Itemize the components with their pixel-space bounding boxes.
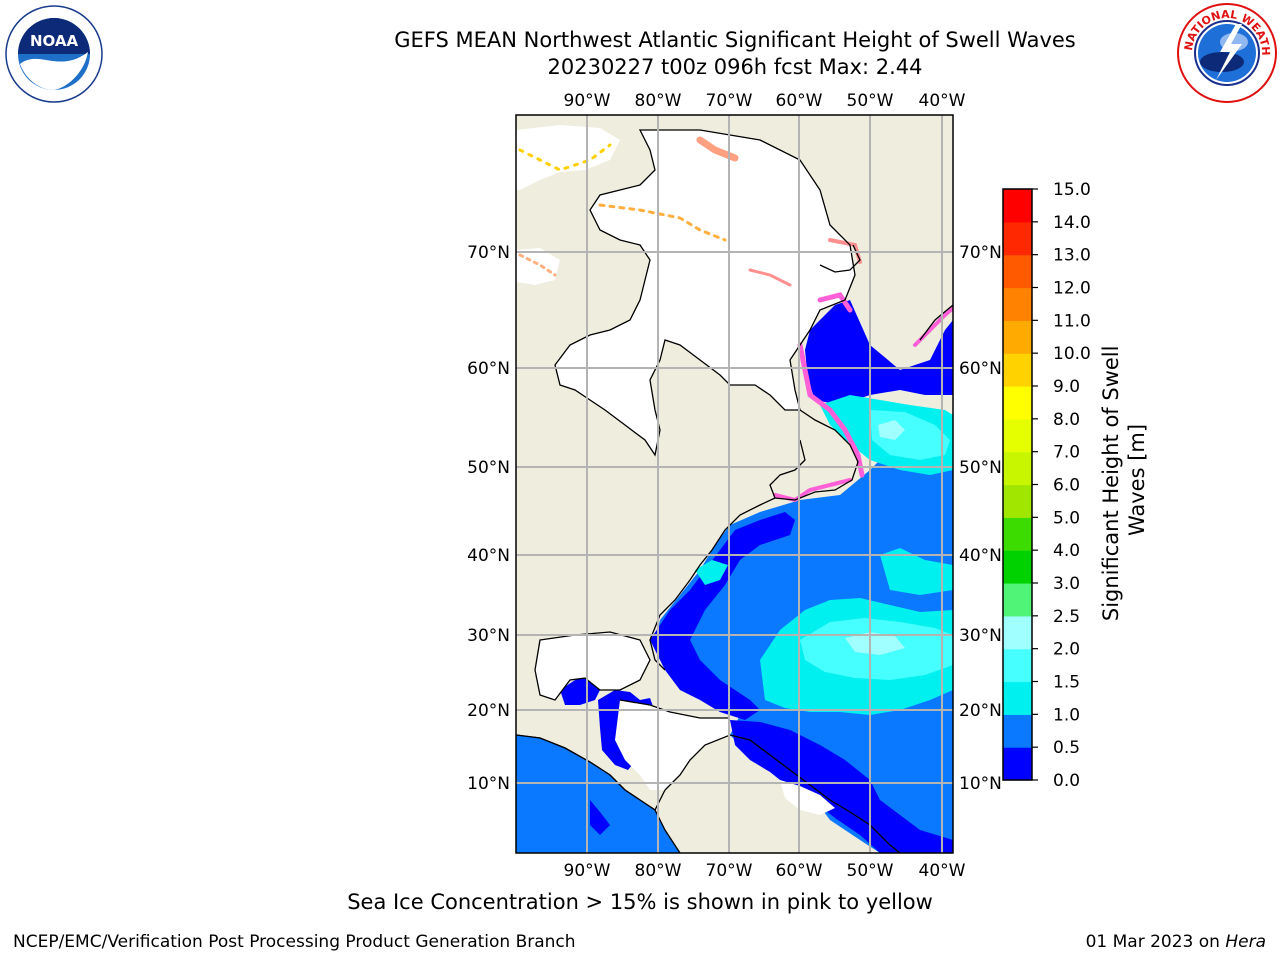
machine-name: Hera: [1225, 932, 1266, 952]
chart-subtitle: 20230227 t00z 096h fcst Max: 2.44: [547, 55, 923, 79]
colorbar-swatch: [1003, 287, 1032, 321]
colorbar-tick-label: 7.0: [1053, 443, 1080, 463]
lat-labels-left: 70°N 60°N 50°N 40°N 30°N 20°N 10°N: [467, 243, 510, 794]
lon-labels-bottom: 90°W 80°W 70°W 60°W 50°W 40°W: [564, 861, 966, 881]
lat-label: 30°N: [467, 626, 510, 646]
colorbar-swatch: [1003, 648, 1032, 683]
lat-label: 70°N: [959, 243, 1002, 263]
lat-label: 40°N: [959, 546, 1002, 566]
lat-label: 10°N: [467, 774, 510, 794]
colorbar: 0.0 0.5 1.0 1.5 2.0 2.5 3.0 4.0 5.0 6.0 7.0 8.0 9.0 1…: [1002, 180, 1091, 791]
lon-label: 80°W: [635, 861, 682, 881]
colorbar-tick-label: 1.0: [1053, 705, 1080, 725]
lat-label: 50°N: [959, 458, 1002, 478]
lon-label: 40°W: [919, 861, 966, 881]
colorbar-swatch: [1003, 714, 1032, 748]
colorbar-tick-label: 0.5: [1053, 738, 1080, 758]
lon-label: 70°W: [706, 861, 753, 881]
svg-text:NOAA: NOAA: [30, 32, 79, 50]
lat-label: 30°N: [959, 626, 1002, 646]
colorbar-swatch: [1003, 747, 1032, 781]
map-frame: [515, 114, 954, 854]
lat-label: 70°N: [467, 243, 510, 263]
lat-label: 20°N: [959, 701, 1002, 721]
lat-labels-right: 70°N 60°N 50°N 40°N 30°N 20°N 10°N: [959, 243, 1002, 794]
lon-label: 50°W: [847, 91, 894, 111]
colorbar-swatch: [1003, 517, 1032, 551]
lat-label: 10°N: [959, 774, 1002, 794]
graticule: [516, 115, 953, 853]
colorbar-swatch: [1003, 189, 1032, 223]
colorbar-tick-label: 2.5: [1053, 607, 1080, 627]
colorbar-tick-label: 1.5: [1053, 673, 1080, 693]
colorbar-tick-label: 11.0: [1053, 311, 1091, 331]
colorbar-tick-label: 0.0: [1053, 771, 1080, 791]
colorbar-swatch: [1003, 583, 1032, 617]
colorbar-swatch: [1003, 386, 1032, 420]
colorbar-swatch: [1003, 221, 1032, 256]
colorbar-tick-label: 6.0: [1053, 476, 1080, 496]
lat-label: 60°N: [959, 359, 1002, 379]
lat-label: 60°N: [467, 359, 510, 379]
run-date-text: 01 Mar 2023 on: [1085, 932, 1226, 952]
lat-label: 20°N: [467, 701, 510, 721]
svg-text:Significant Height of Swell: Significant Height of Swell Waves [m]: [1099, 339, 1149, 621]
colorbar-tick-label: 9.0: [1053, 377, 1080, 397]
colorbar-tick-label: 3.0: [1053, 574, 1080, 594]
lon-label: 80°W: [635, 91, 682, 111]
run-date: 01 Mar 2023 on Hera: [1086, 932, 1266, 952]
colorbar-swatch: [1003, 320, 1032, 354]
colorbar-swatch: [1003, 353, 1032, 387]
colorbar-tick-label: 5.0: [1053, 508, 1080, 528]
lon-label: 60°W: [776, 91, 823, 111]
colorbar-tick-label: 10.0: [1053, 344, 1091, 364]
lon-label: 60°W: [776, 861, 823, 881]
pacific-ocean: [516, 735, 680, 853]
colorbar-label: Significant Height of Swell Waves [m]: [1099, 339, 1149, 622]
lon-label: 90°W: [564, 861, 611, 881]
colorbar-swatch: [1003, 254, 1032, 289]
producer-credit: NCEP/EMC/Verification Post Processing Pr…: [13, 932, 576, 952]
colorbar-swatch: [1003, 550, 1032, 584]
colorbar-tick-label: 15.0: [1053, 180, 1091, 200]
colorbar-tick-label: 12.0: [1053, 279, 1091, 299]
chart-title: GEFS MEAN Northwest Atlantic Significant…: [394, 28, 1076, 52]
noaa-logo: NOAA: [5, 5, 103, 103]
colorbar-swatch: [1003, 615, 1032, 650]
lat-label: 50°N: [467, 458, 510, 478]
colorbar-swatch: [1003, 681, 1032, 715]
lon-label: 50°W: [847, 861, 894, 881]
sea-ice-and-inland-water: [516, 125, 855, 815]
map-area: [516, 115, 953, 853]
lon-labels-top: 90°W 80°W 70°W 60°W 50°W 40°W: [564, 91, 966, 111]
colorbar-swatch: [1003, 484, 1032, 518]
colorbar-tick-label: 4.0: [1053, 541, 1080, 561]
lon-label: 40°W: [919, 91, 966, 111]
colorbar-tick-label: 13.0: [1053, 246, 1091, 266]
colorbar-tick-label: 14.0: [1053, 213, 1091, 233]
lat-label: 40°N: [467, 546, 510, 566]
colorbar-swatch: [1003, 418, 1032, 453]
colorbar-tick-label: 8.0: [1053, 410, 1080, 430]
colorbar-tick-label: 2.0: [1053, 640, 1080, 660]
lon-label: 70°W: [706, 91, 753, 111]
colorbar-swatch: [1003, 451, 1032, 486]
sea-ice-note: Sea Ice Concentration > 15% is shown in …: [347, 890, 933, 914]
nws-logo: NATIONAL WEATHER SERVICE: [1176, 2, 1277, 103]
lon-label: 90°W: [564, 91, 611, 111]
